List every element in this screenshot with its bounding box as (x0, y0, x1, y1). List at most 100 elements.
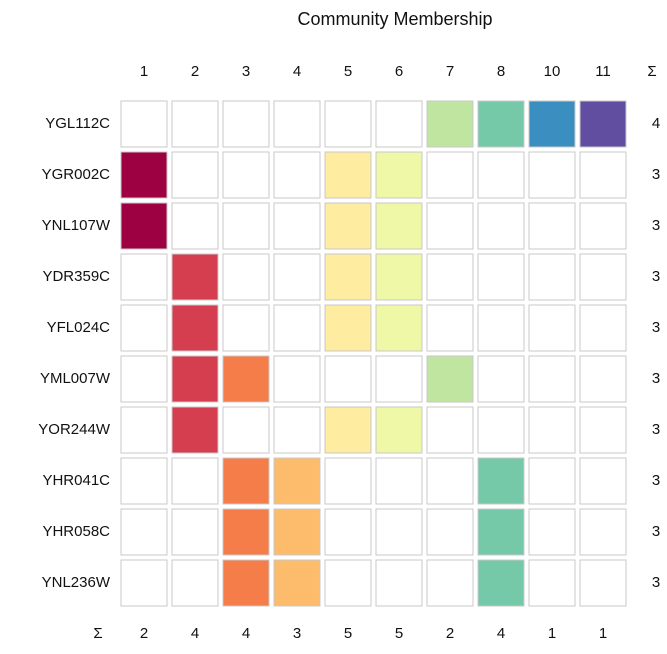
cell (171, 559, 219, 607)
cell (171, 100, 219, 148)
row-sum: 4 (652, 115, 660, 132)
cell (324, 406, 372, 454)
cell (171, 151, 219, 199)
cell (477, 151, 525, 199)
cell (477, 202, 525, 250)
cell (579, 406, 627, 454)
cell (375, 151, 423, 199)
cell (426, 151, 474, 199)
cell (273, 202, 321, 250)
cell (120, 355, 168, 403)
cell (426, 457, 474, 505)
cell (477, 304, 525, 352)
chart-title: Community Membership (297, 9, 492, 29)
cell (528, 457, 576, 505)
cell (375, 559, 423, 607)
cell (579, 508, 627, 556)
cell (375, 355, 423, 403)
cell (528, 304, 576, 352)
column-label: 7 (446, 63, 454, 80)
row-sum-header: Σ (647, 63, 656, 80)
column-sum: 2 (140, 625, 148, 642)
column-label: 6 (395, 63, 403, 80)
row-sum: 3 (652, 574, 660, 591)
cell (477, 559, 525, 607)
cell (120, 406, 168, 454)
cell (528, 559, 576, 607)
cell (426, 508, 474, 556)
cell (579, 457, 627, 505)
cell (273, 253, 321, 301)
cell (375, 253, 423, 301)
cell (579, 100, 627, 148)
cell (273, 355, 321, 403)
cell (477, 457, 525, 505)
cell (324, 457, 372, 505)
column-label: 8 (497, 63, 505, 80)
column-sum: 4 (242, 625, 250, 642)
column-label: 4 (293, 63, 301, 80)
column-sum: 5 (395, 625, 403, 642)
cell (120, 304, 168, 352)
cell (324, 100, 372, 148)
cell (273, 406, 321, 454)
column-sum: 5 (344, 625, 352, 642)
cell (375, 508, 423, 556)
cell (324, 253, 372, 301)
row-sum: 3 (652, 523, 660, 540)
cell (426, 253, 474, 301)
row-label: YDR359C (42, 268, 110, 285)
cell (273, 559, 321, 607)
row-label: YOR244W (38, 421, 111, 438)
cell (426, 559, 474, 607)
cell (120, 202, 168, 250)
row-sum: 3 (652, 166, 660, 183)
row-sum: 3 (652, 421, 660, 438)
cell (222, 355, 270, 403)
cell (171, 355, 219, 403)
row-sum: 3 (652, 268, 660, 285)
cell (375, 406, 423, 454)
cell (222, 508, 270, 556)
column-label: 5 (344, 63, 352, 80)
column-label: 3 (242, 63, 250, 80)
cell (477, 253, 525, 301)
row-sum: 3 (652, 472, 660, 489)
cell (426, 406, 474, 454)
cell (222, 253, 270, 301)
cell (273, 508, 321, 556)
cell (273, 151, 321, 199)
cell (528, 355, 576, 403)
column-label: 10 (544, 63, 561, 80)
cell (171, 304, 219, 352)
cell (528, 508, 576, 556)
cell (324, 304, 372, 352)
cell (426, 100, 474, 148)
column-label: 2 (191, 63, 199, 80)
cell (171, 508, 219, 556)
cell (375, 457, 423, 505)
cell (120, 253, 168, 301)
cell (324, 202, 372, 250)
cell (375, 100, 423, 148)
row-sum: 3 (652, 217, 660, 234)
cell (120, 559, 168, 607)
row-label: YGR002C (42, 166, 111, 183)
cell (222, 406, 270, 454)
column-sum: 3 (293, 625, 301, 642)
cell (477, 508, 525, 556)
cell (426, 304, 474, 352)
cell (222, 304, 270, 352)
cell (426, 202, 474, 250)
row-label: YHR041C (42, 472, 110, 489)
cell (477, 406, 525, 454)
cell (528, 151, 576, 199)
column-sum: 4 (497, 625, 505, 642)
cell (579, 253, 627, 301)
cell (324, 508, 372, 556)
cell (120, 100, 168, 148)
cell (528, 100, 576, 148)
cell (375, 304, 423, 352)
column-sum: 4 (191, 625, 199, 642)
